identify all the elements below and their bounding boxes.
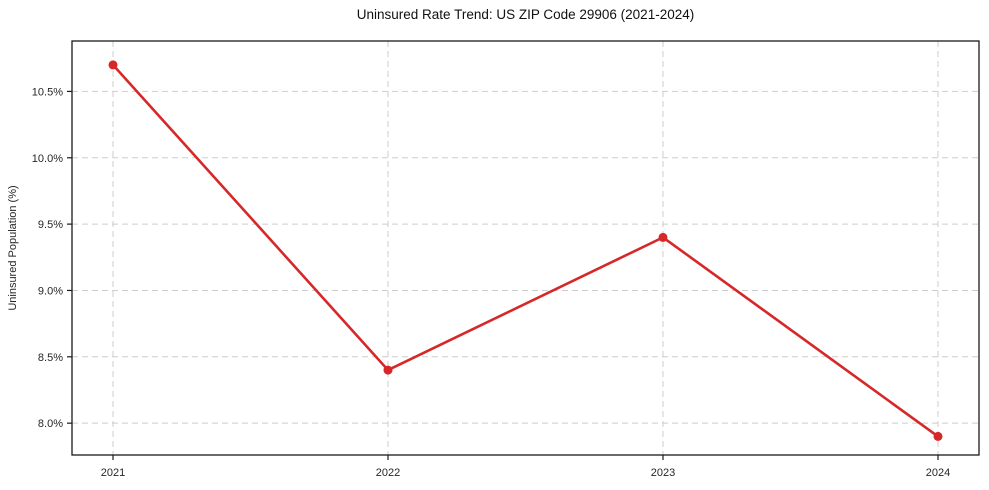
x-tick-label: 2021	[101, 467, 125, 479]
y-tick-label: 10.5%	[32, 86, 63, 98]
y-tick-label: 9.0%	[38, 285, 63, 297]
chart-title: Uninsured Rate Trend: US ZIP Code 29906 …	[356, 7, 695, 22]
data-point-marker	[658, 232, 668, 242]
y-tick-label: 9.5%	[38, 219, 63, 231]
x-tick-label: 2023	[651, 467, 675, 479]
trend-line	[111, 63, 940, 438]
data-point-marker	[383, 365, 393, 375]
x-tick-label: 2022	[376, 467, 400, 479]
data-point-marker	[933, 431, 943, 441]
y-tick-label: 8.0%	[38, 418, 63, 430]
y-tick-label: 10.0%	[32, 153, 63, 165]
y-tick-label: 8.5%	[38, 352, 63, 364]
data-point-marker	[108, 60, 118, 70]
plot-border	[71, 40, 980, 456]
x-tick-label: 2024	[926, 467, 950, 479]
